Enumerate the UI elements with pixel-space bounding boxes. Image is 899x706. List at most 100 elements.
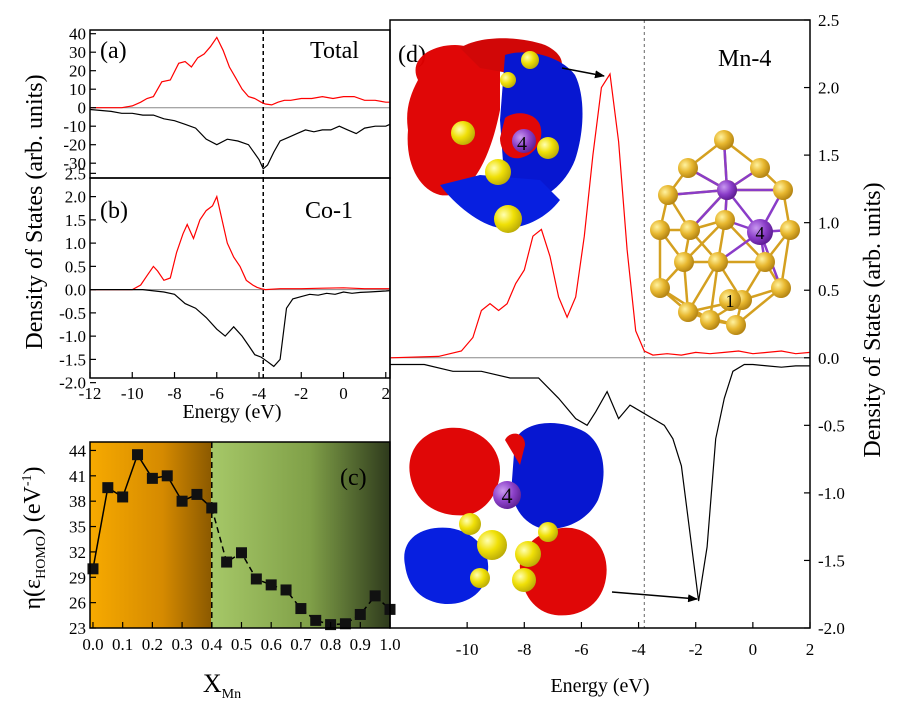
panel-b-axes: 2.5 2.0 1.5 1.0 0.5 0.0 -0.5 -1.0 -1.5 -2.0-12 -10… [59, 164, 391, 423]
panel-b-xtick-label: -8 [167, 384, 181, 403]
panel-c-xtick-label: 0.5 [231, 635, 252, 654]
panel-c-data-point [146, 472, 158, 484]
panel-d-ytick-label: -2.0 [818, 619, 845, 638]
panel-d-ytick-label: 0.0 [818, 349, 839, 368]
cluster-co-atom [708, 252, 728, 272]
panel-b-ytick-label: -0.5 [59, 304, 86, 323]
panel-b-ytick-label: -1.5 [59, 350, 86, 369]
panel-c-x-axis-title: XMn [203, 669, 241, 702]
lower-yellow-atom-4 [512, 568, 536, 592]
panel-c-ylabel-sub: HOMO [34, 536, 49, 579]
panel-c-ytick-label: 44 [69, 441, 87, 460]
panel-c-ytick-label: 26 [69, 594, 86, 613]
panel-a-ytick-label: -10 [63, 117, 86, 136]
lower-mn-atom-label: 4 [502, 483, 513, 508]
panel-c-ytick-label: 38 [69, 492, 86, 511]
panel-d-axes: 2.5 2.0 1.5 1.0 0.5 0.0 -0.5 -1.0 -1.5 -2.0 -10 -8 -… [389, 11, 845, 697]
panel-c-ytick-label: 32 [69, 543, 86, 562]
panel-c-data-point [206, 502, 218, 514]
arrow-to-homo-peak [561, 67, 605, 79]
lower-yellow-atom-1 [459, 513, 481, 535]
panel-c-data-point [117, 491, 129, 503]
panel-c-xtick-label: 0.9 [350, 635, 371, 654]
panel-c-data-point [176, 495, 188, 507]
panel-c-ytick-label: 35 [69, 518, 86, 537]
cluster-co-atom [773, 180, 793, 200]
panel-b-ytick-label: 1.5 [65, 211, 86, 230]
cluster-co-atom [726, 315, 746, 335]
panel-c-ylabel-end: ) [20, 466, 46, 474]
panel-b-xtick-label: -6 [210, 384, 224, 403]
cluster-atom-1-label: 1 [726, 291, 735, 311]
panel-a-ytick-label: 0 [78, 99, 87, 118]
cluster-co-atom [678, 158, 698, 178]
panel-a-series-spin-down [90, 108, 390, 170]
panel-d-ytick-label: -0.5 [818, 416, 845, 435]
panel-c-xtick-label: 1.0 [379, 635, 400, 654]
panel-a-series-spin-up [90, 36, 390, 109]
panel-d-title: Mn-4 [718, 46, 771, 72]
panel-b-ytick-label: -1.0 [59, 327, 86, 346]
panel-c-ylabel-head: η(ε [20, 579, 46, 610]
panel-b-ytick-label: 0.5 [65, 257, 86, 276]
upper-blue-lobe-bottom [440, 175, 560, 229]
panel-c-axes: 44 41 38 35 32 29 26 230.0 0.1 0.2 0.3 0.4 0.5 0.6 0.7… [69, 441, 401, 654]
panel-d-ytick-label: 2.5 [818, 11, 839, 30]
lower-mn-atom [493, 481, 521, 509]
panel-c-ytick-label: 23 [69, 619, 86, 638]
panel-c-background-green [211, 442, 390, 628]
panel-c-xtick-label: 0.1 [112, 635, 133, 654]
panel-c-data-point [191, 488, 203, 500]
panel-c-xtick-label: 0.4 [201, 635, 223, 654]
panel-b-ytick-label: 1.0 [65, 234, 86, 253]
panel-c-xtick-label: 0.0 [82, 635, 103, 654]
cluster-co-atom [714, 130, 734, 150]
lower-yellow-atom-2 [477, 530, 507, 560]
upper-mn-atom [512, 129, 536, 153]
panel-c-background-orange [90, 442, 211, 628]
panel-c-data-point [235, 547, 247, 559]
lower-blue-lobe-right [511, 422, 604, 529]
cluster-co-atom-1 [719, 289, 741, 311]
cluster-mn-atom-center [717, 180, 737, 200]
panel-d-xtick-label: 0 [749, 640, 758, 659]
panel-b-series-spin-up [90, 194, 390, 291]
upper-red-lobe-left [407, 45, 500, 196]
panel-d-ytick-label: -1.5 [818, 551, 845, 570]
cluster-co-atom [715, 210, 735, 230]
panel-c-xtick-label: 0.2 [142, 635, 163, 654]
panel-d-xtick-label: -10 [456, 640, 479, 659]
panel-a-title: Total [310, 38, 359, 64]
right-y-axis-title: Density of States (arb. units) [860, 182, 886, 457]
panel-c-data-point [295, 603, 307, 615]
panel-c-data-point [102, 482, 114, 494]
upper-yellow-atom-3 [494, 205, 522, 233]
upper-yellow-atom-2 [485, 159, 511, 185]
lower-red-lobe-left [409, 427, 500, 516]
lower-red-lobe-right [519, 527, 607, 616]
panel-d-ytick-label: 0.5 [818, 281, 839, 300]
lower-blue-lobe-left [404, 527, 489, 605]
lower-yellow-atom-3 [515, 541, 541, 567]
panel-c-data-point [369, 590, 381, 602]
arrow-to-lumo-peak [611, 591, 698, 603]
cluster-co-atom [658, 185, 678, 205]
panel-d-xtick-label: -4 [631, 640, 646, 659]
upper-yellow-atom-1 [451, 121, 475, 145]
panel-c-ytick-label: 29 [69, 568, 86, 587]
panel-d-xtick-label: -2 [689, 640, 703, 659]
panel-c-data-point [250, 573, 262, 585]
orbital-isosurface-lower: 4 [404, 422, 607, 616]
panel-a-ytick-label: -20 [63, 136, 86, 155]
upper-mn-atom-label: 4 [517, 133, 527, 155]
upper-yellow-atom-5 [521, 51, 539, 69]
panel-b-ytick-label: -2.0 [59, 374, 86, 393]
panel-d-ytick-label: -1.0 [818, 484, 845, 503]
panel-c-xtick-label: 0.6 [261, 635, 282, 654]
panel-c-data-point [87, 563, 99, 575]
panel-b-series-spin-down [90, 289, 390, 368]
panel-c-xlabel-main: X [203, 669, 222, 698]
panel-d-ytick-label: 2.0 [818, 79, 839, 98]
cluster-co-atom [780, 220, 800, 240]
panel-c-data-point [265, 579, 277, 591]
